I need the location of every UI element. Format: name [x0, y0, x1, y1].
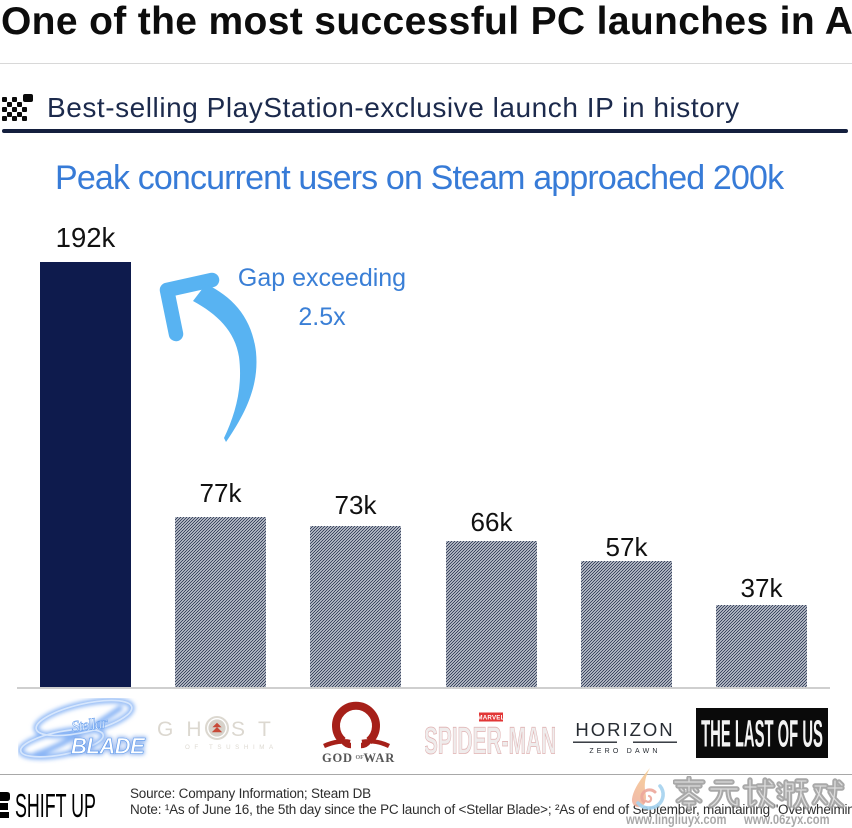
svg-text:BLADE: BLADE [71, 734, 146, 759]
svg-text:OF TSUSHIMA: OF TSUSHIMA [185, 744, 278, 751]
svg-text:Stellar: Stellar [70, 715, 109, 736]
svg-text:GH: GH [157, 718, 215, 741]
svg-text:ST: ST [231, 718, 280, 741]
svg-text:OF: OF [356, 755, 365, 761]
svg-text:ZERO DAWN: ZERO DAWN [589, 748, 660, 755]
svg-text:THE LAST OF US: THE LAST OF US [701, 714, 823, 756]
svg-text:HORIZON: HORIZON [575, 719, 674, 740]
svg-text:WAR: WAR [364, 751, 396, 765]
svg-text:BLADE: BLADE [71, 734, 146, 759]
svg-text:MARVEL: MARVEL [477, 714, 504, 721]
svg-text:SPIDER-MAN: SPIDER-MAN [425, 720, 555, 760]
svg-text:GOD: GOD [322, 751, 353, 765]
